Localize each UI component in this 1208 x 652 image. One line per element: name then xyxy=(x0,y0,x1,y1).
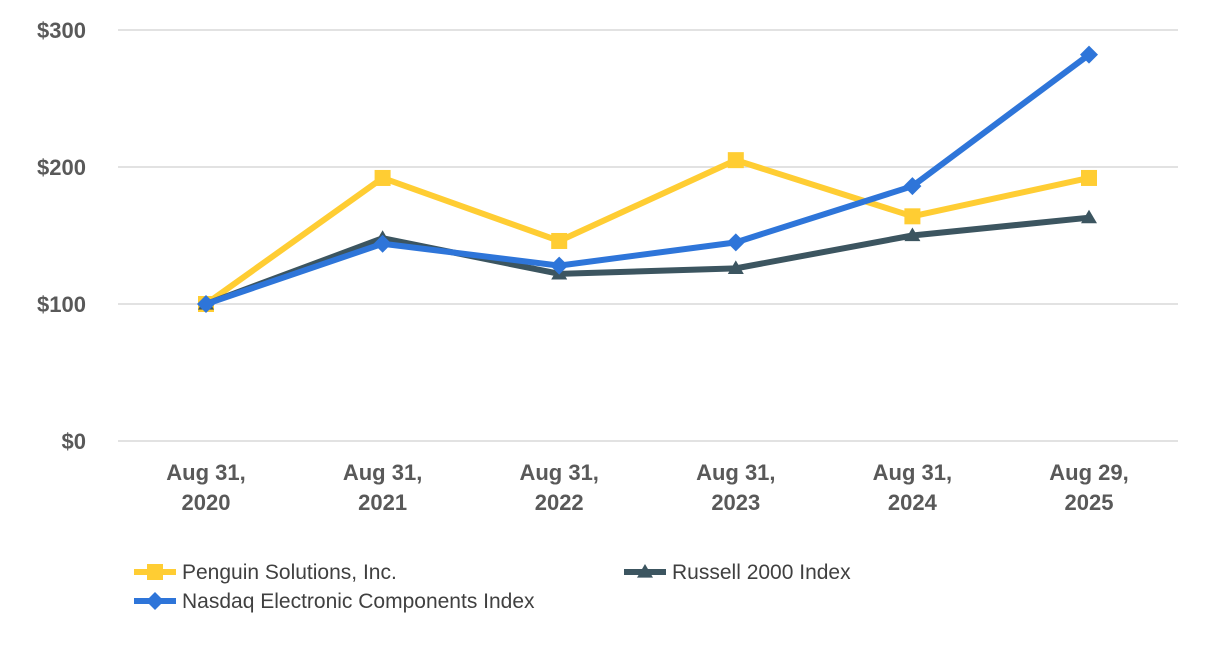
legend-label: Nasdaq Electronic Components Index xyxy=(182,590,535,613)
legend: Penguin Solutions, Inc. Nasdaq Electronic… xyxy=(134,561,851,613)
x-tick-label: Aug 31, 2020 xyxy=(166,460,245,515)
legend-label: Russell 2000 Index xyxy=(672,561,851,584)
y-tick-label: $100 xyxy=(37,292,86,317)
x-tick-label: Aug 31, 2023 xyxy=(696,460,775,515)
y-tick-label: $0 xyxy=(62,429,86,454)
data-point xyxy=(550,256,569,275)
x-tick-label: Aug 31, 2021 xyxy=(343,460,422,515)
series-line xyxy=(205,52,1091,307)
legend-swatch-marker xyxy=(147,564,163,580)
y-tick-label: $300 xyxy=(37,18,86,43)
data-point xyxy=(1080,45,1098,64)
data-point xyxy=(727,260,744,274)
legend-item: Russell 2000 Index xyxy=(624,561,851,584)
x-tick-label: Aug 31, 2024 xyxy=(873,460,952,515)
data-point xyxy=(726,233,745,252)
x-axis-ticks: Aug 31, 2020 Aug 31, 2021 Aug 31, 2022 Aug 31,… xyxy=(166,460,1128,515)
legend-item: Penguin Solutions, Inc. xyxy=(134,561,397,584)
data-point xyxy=(551,232,568,249)
legend-swatch-marker xyxy=(637,564,653,578)
x-tick-label: Aug 29, 2025 xyxy=(1049,460,1128,515)
y-tick-label: $200 xyxy=(37,155,86,180)
data-point xyxy=(1081,209,1097,224)
series-line xyxy=(204,157,1090,307)
series-line xyxy=(204,214,1090,307)
gridlines xyxy=(118,29,1178,442)
data-point xyxy=(374,169,391,186)
data-point xyxy=(904,227,921,242)
series-lines xyxy=(197,45,1098,313)
data-point xyxy=(727,152,744,169)
legend-item: Nasdaq Electronic Components Index xyxy=(134,590,535,613)
x-tick-label: Aug 31, 2022 xyxy=(519,460,598,515)
data-point xyxy=(903,177,922,196)
data-point xyxy=(373,234,392,253)
data-point xyxy=(1081,169,1097,186)
series-diamond xyxy=(197,45,1098,313)
legend-swatch-marker xyxy=(146,592,164,610)
data-point xyxy=(904,208,921,225)
legend-label: Penguin Solutions, Inc. xyxy=(182,561,397,584)
data-point xyxy=(197,295,215,313)
y-axis-ticks: $0 $100 $200 $300 xyxy=(37,18,86,454)
